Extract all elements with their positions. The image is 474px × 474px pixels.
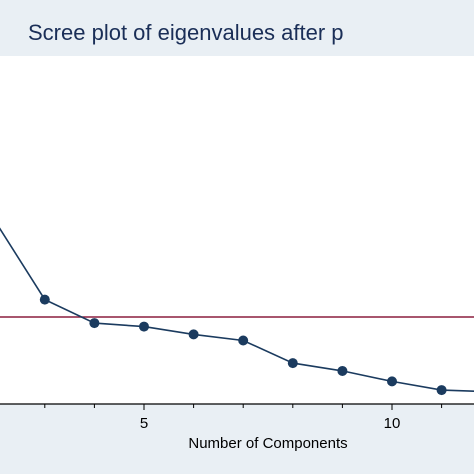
data-point-7 bbox=[238, 335, 249, 346]
data-point-11 bbox=[436, 385, 447, 396]
x-tick-label-5: 5 bbox=[140, 415, 148, 432]
data-point-3 bbox=[39, 294, 50, 305]
data-point-4 bbox=[89, 318, 100, 329]
data-point-10 bbox=[387, 376, 397, 387]
x-axis-title: Number of Components bbox=[188, 435, 347, 452]
data-point-9 bbox=[337, 365, 348, 376]
data-point-5 bbox=[139, 321, 149, 332]
chart-title: Scree plot of eigenvalues after p bbox=[28, 20, 344, 45]
series-group bbox=[0, 227, 474, 396]
data-point-8 bbox=[287, 358, 298, 369]
axes: 5 10 bbox=[0, 403, 474, 432]
x-tick-label-10: 10 bbox=[384, 415, 401, 432]
data-point-6 bbox=[188, 329, 199, 340]
